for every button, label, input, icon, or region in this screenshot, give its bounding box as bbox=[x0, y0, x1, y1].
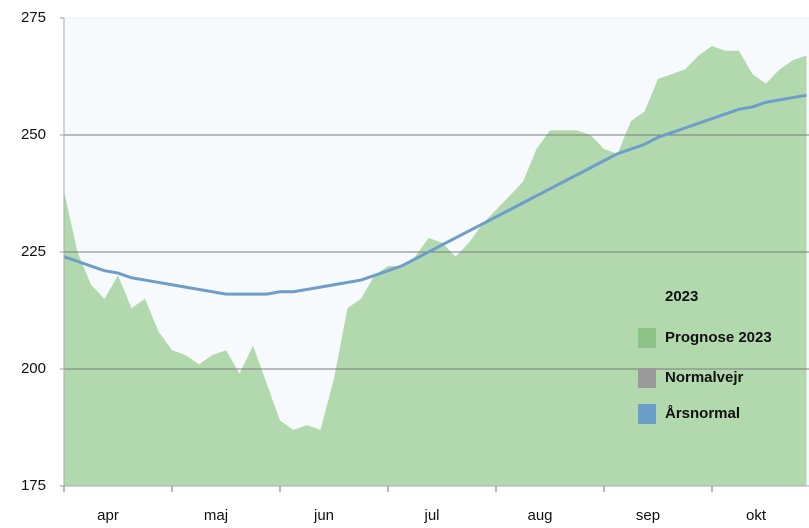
legend-swatch bbox=[638, 404, 656, 424]
x-tick-label: jul bbox=[423, 507, 439, 524]
legend-label: 2023 bbox=[665, 288, 698, 305]
area bbox=[64, 46, 807, 486]
legend-label: Normalvejr bbox=[665, 369, 744, 386]
x-tick-label: maj bbox=[204, 507, 228, 524]
y-tick-label: 200 bbox=[21, 360, 46, 377]
y-tick-label: 275 bbox=[21, 9, 46, 26]
x-tick-label: okt bbox=[746, 507, 767, 524]
legend-label: Prognose 2023 bbox=[665, 329, 772, 346]
x-tick-label: aug bbox=[527, 507, 552, 524]
y-tick-label: 225 bbox=[21, 243, 46, 260]
x-tick-label: apr bbox=[97, 507, 119, 524]
x-tick-label: sep bbox=[636, 507, 660, 524]
legend-swatch bbox=[638, 287, 656, 307]
legend-swatch bbox=[638, 368, 656, 388]
y-tick-label: 250 bbox=[21, 126, 46, 143]
legend-swatch bbox=[638, 328, 656, 348]
y-tick-label: 175 bbox=[21, 477, 46, 494]
legend-label: Årsnormal bbox=[665, 405, 740, 422]
x-tick-label: jun bbox=[313, 507, 334, 524]
line bbox=[63, 93, 807, 296]
